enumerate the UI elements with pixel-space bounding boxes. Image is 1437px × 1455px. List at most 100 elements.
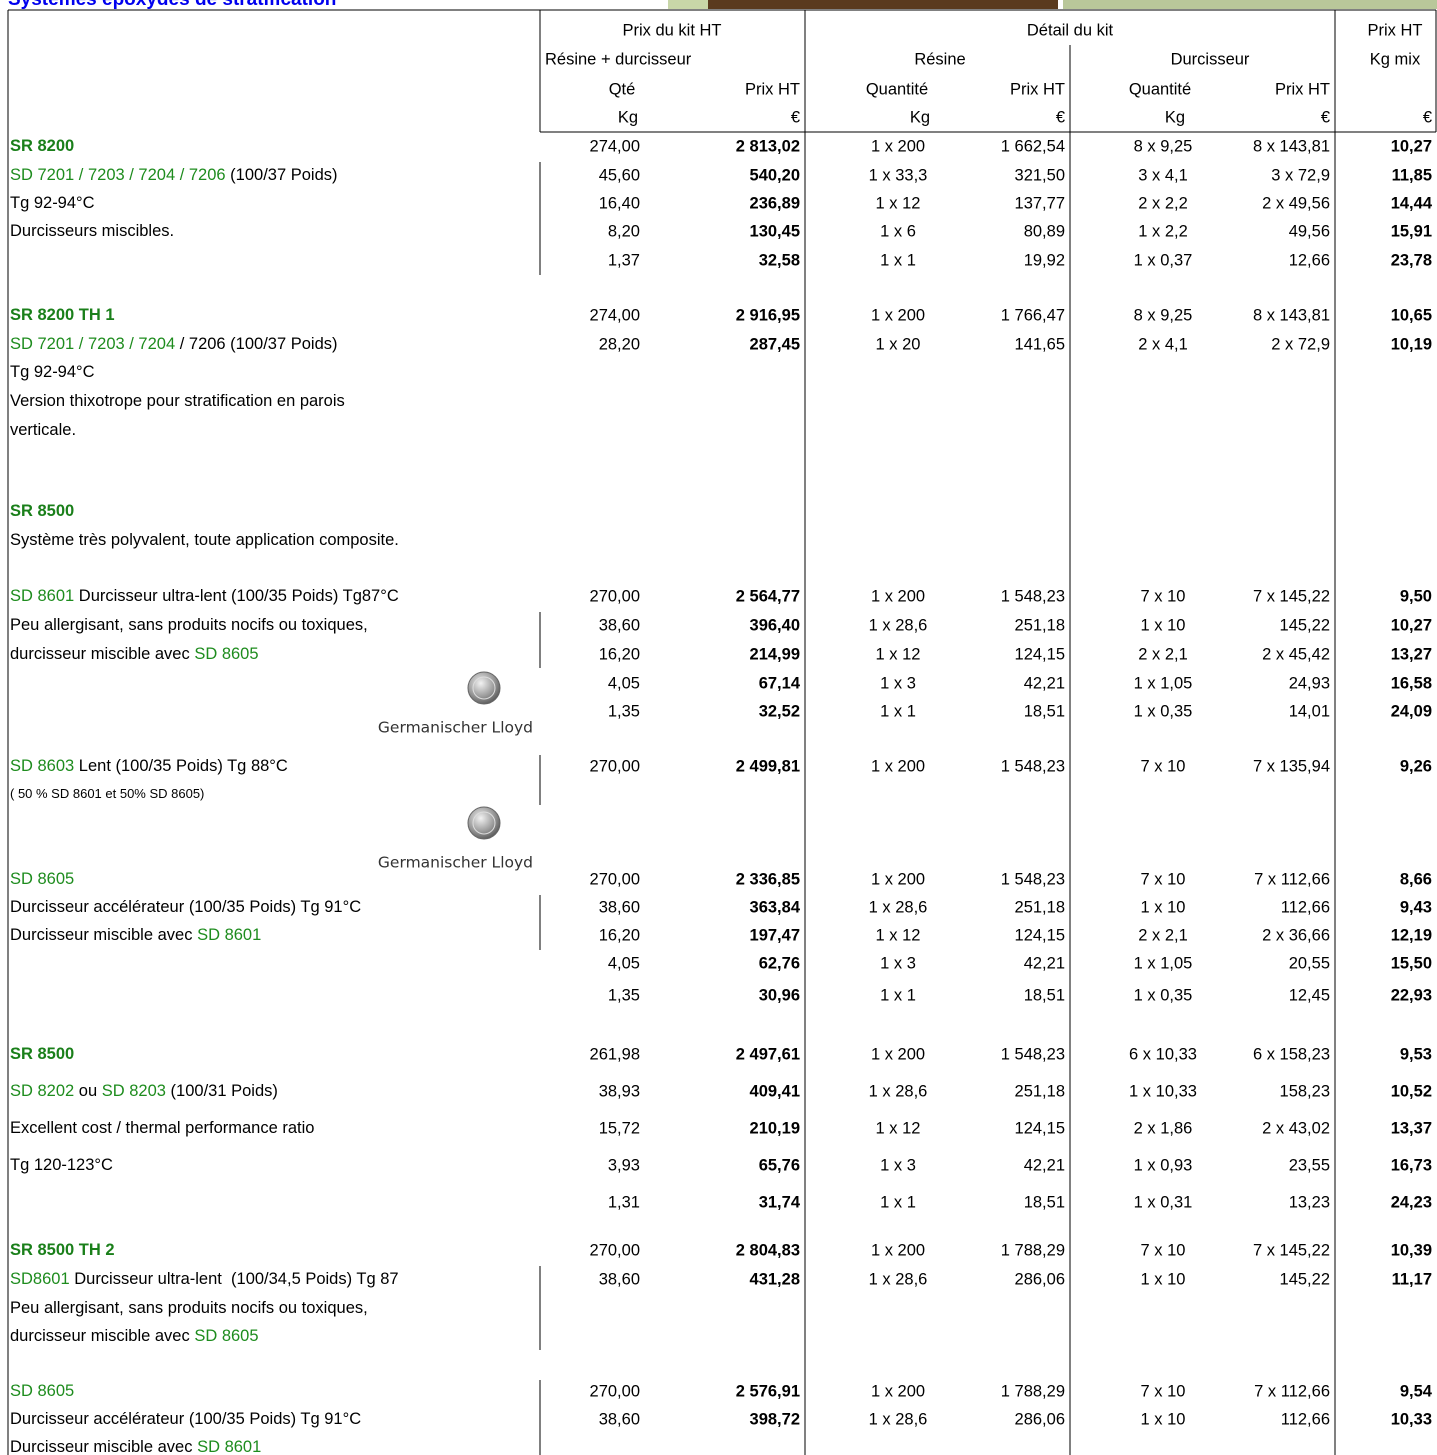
price-cell: 1 x 12 (876, 1119, 921, 1137)
column-header: € (1423, 108, 1432, 126)
price-cell: 270,00 (590, 587, 640, 605)
price-cell: 9,50 (1400, 587, 1432, 605)
row-description: SD 8605 (10, 870, 74, 888)
description-text: Peu allergisant, sans produits nocifs ou… (10, 1299, 368, 1317)
price-cell: 14,44 (1391, 194, 1433, 212)
description-text: / 7206 (100/37 Poids) (175, 335, 337, 353)
description-text: Durcisseur accélérateur (100/35 Poids) T… (10, 1410, 361, 1428)
price-cell: 210,19 (750, 1119, 800, 1137)
price-cell: 540,20 (750, 166, 800, 184)
row-description: SD 8603 Lent (100/35 Poids) Tg 88°C (10, 757, 288, 775)
price-cell: 197,47 (750, 926, 800, 944)
product-code: SD 8605 (10, 870, 74, 888)
price-cell: 287,45 (750, 335, 800, 353)
price-cell: 7 x 145,22 (1253, 1241, 1330, 1259)
column-header: € (1056, 108, 1065, 126)
description-text: ( 50 % SD 8601 et 50% SD 8605) (10, 786, 204, 801)
price-cell: 23,55 (1289, 1156, 1330, 1174)
row-description: Durcisseur miscible avec SD 8601 (10, 1438, 261, 1455)
product-code: SD 8605 (194, 1327, 258, 1345)
column-header: Quantité (866, 80, 928, 98)
price-cell: 49,56 (1289, 222, 1330, 240)
price-cell: 23,78 (1391, 251, 1432, 269)
price-cell: 8 x 143,81 (1253, 306, 1330, 324)
price-cell: 145,22 (1280, 1270, 1330, 1288)
price-cell: 409,41 (750, 1082, 800, 1100)
price-cell: 16,73 (1391, 1156, 1432, 1174)
row-description: Durcisseurs miscibles. (10, 222, 174, 240)
price-cell: 270,00 (590, 1241, 640, 1259)
price-cell: 363,84 (750, 898, 801, 916)
description-text: Durcisseur miscible avec (10, 926, 197, 944)
price-cell: 398,72 (750, 1410, 800, 1428)
row-description: Excellent cost / thermal performance rat… (10, 1119, 314, 1137)
price-cell: 1 788,29 (1001, 1241, 1065, 1259)
description-text: ou (74, 1082, 102, 1100)
product-code: SD 8601 (197, 926, 261, 944)
product-code: SR 8200 TH 1 (10, 306, 115, 324)
price-cell: 2 x 1,86 (1134, 1119, 1193, 1137)
price-cell: 1 x 3 (880, 954, 916, 972)
price-cell: 1 x 12 (876, 645, 921, 663)
price-cell: 124,15 (1015, 926, 1065, 944)
row-description: Tg 92-94°C (10, 194, 95, 212)
price-cell: 1 548,23 (1001, 757, 1065, 775)
price-cell: 8 x 143,81 (1253, 137, 1330, 155)
price-cell: 2 x 36,66 (1262, 926, 1330, 944)
price-cell: 1 x 20 (876, 335, 921, 353)
price-cell: 158,23 (1280, 1082, 1330, 1100)
price-cell: 9,43 (1400, 898, 1432, 916)
page: Systèmes époxydes de stratification Prix… (0, 0, 1437, 1455)
price-cell: 1 x 33,3 (869, 166, 928, 184)
price-cell: 8 x 9,25 (1134, 306, 1193, 324)
column-header: Résine (914, 50, 965, 68)
row-description: Système très polyvalent, toute applicati… (10, 531, 399, 549)
price-cell: 1 766,47 (1001, 306, 1065, 324)
price-cell: 8,20 (608, 222, 640, 240)
price-cell: 4,05 (608, 954, 640, 972)
price-cell: 3 x 72,9 (1271, 166, 1330, 184)
price-cell: 1 x 10 (1141, 1270, 1186, 1288)
row-description: SR 8500 (10, 1045, 74, 1063)
row-description: SD 7201 / 7203 / 7204 / 7206 (100/37 Poi… (10, 335, 338, 353)
price-cell: 1 x 10 (1141, 1410, 1186, 1428)
price-cell: 10,27 (1391, 616, 1432, 634)
price-cell: 38,60 (599, 1270, 640, 1288)
price-cell: 13,23 (1289, 1193, 1330, 1211)
price-cell: 8,66 (1400, 870, 1432, 888)
price-cell: 1 x 200 (871, 1045, 925, 1063)
price-cell: 1,35 (608, 986, 640, 1004)
price-cell: 1 x 200 (871, 306, 925, 324)
price-cell: 1 x 0,35 (1134, 702, 1193, 720)
column-header: € (791, 108, 800, 126)
price-cell: 1 x 10 (1141, 898, 1186, 916)
price-cell: 10,65 (1391, 306, 1432, 324)
price-cell: 1 548,23 (1001, 1045, 1065, 1063)
price-cell: 236,89 (750, 194, 800, 212)
price-cell: 7 x 112,66 (1254, 1382, 1330, 1400)
price-cell: 2 x 45,42 (1262, 645, 1330, 663)
certification-label: Germanischer Lloyd (378, 854, 533, 872)
price-cell: 38,60 (599, 898, 640, 916)
price-cell: 1 x 10 (1141, 616, 1186, 634)
product-code: SD 8603 (10, 757, 74, 775)
row-description: SD 8605 (10, 1382, 74, 1400)
price-cell: 10,27 (1391, 137, 1432, 155)
column-header: Prix HT (1368, 21, 1423, 39)
price-cell: 15,72 (599, 1119, 640, 1137)
price-cell: 1 x 1,05 (1134, 954, 1193, 972)
price-cell: 38,60 (599, 616, 640, 634)
price-cell: 67,14 (759, 674, 801, 692)
price-cell: 2 497,61 (736, 1045, 800, 1063)
description-text: verticale. (10, 421, 76, 439)
column-header: Quantité (1129, 80, 1191, 98)
price-cell: 16,58 (1391, 674, 1432, 692)
price-cell: 214,99 (750, 645, 800, 663)
price-cell: 1 548,23 (1001, 870, 1065, 888)
price-cell: 1 x 28,6 (869, 1410, 928, 1428)
row-description: Durcisseur miscible avec SD 8601 (10, 926, 261, 944)
price-cell: 1 548,23 (1001, 587, 1065, 605)
price-cell: 1 x 6 (880, 222, 916, 240)
price-cell: 20,55 (1289, 954, 1330, 972)
price-cell: 274,00 (590, 306, 640, 324)
